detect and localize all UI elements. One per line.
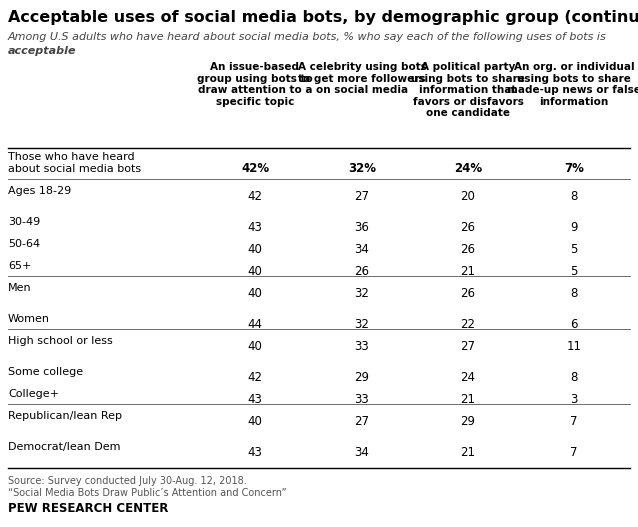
- Text: 27: 27: [461, 340, 475, 353]
- Text: 65+: 65+: [8, 261, 31, 271]
- Text: 34: 34: [355, 446, 369, 459]
- Text: 24: 24: [461, 371, 475, 384]
- Text: Source: Survey conducted July 30-Aug. 12, 2018.: Source: Survey conducted July 30-Aug. 12…: [8, 476, 247, 486]
- Text: 26: 26: [461, 243, 475, 256]
- Text: Some college: Some college: [8, 367, 83, 377]
- Text: An org. or individual
using bots to share
made-up news or false
information: An org. or individual using bots to shar…: [507, 62, 638, 107]
- Text: 42: 42: [248, 371, 262, 384]
- Text: 7: 7: [570, 446, 578, 459]
- Text: Acceptable uses of social media bots, by demographic group (continued): Acceptable uses of social media bots, by…: [8, 10, 638, 25]
- Text: 11: 11: [567, 340, 581, 353]
- Text: “Social Media Bots Draw Public’s Attention and Concern”: “Social Media Bots Draw Public’s Attenti…: [8, 488, 286, 498]
- Text: Women: Women: [8, 314, 50, 324]
- Text: 30-49: 30-49: [8, 217, 40, 227]
- Text: 9: 9: [570, 221, 578, 234]
- Text: 8: 8: [570, 190, 577, 203]
- Text: 42%: 42%: [241, 162, 269, 175]
- Text: 5: 5: [570, 243, 577, 256]
- Text: acceptable: acceptable: [8, 46, 77, 56]
- Text: 33: 33: [355, 340, 369, 353]
- Text: Ages 18-29: Ages 18-29: [8, 186, 71, 196]
- Text: 8: 8: [570, 287, 577, 300]
- Text: 26: 26: [461, 221, 475, 234]
- Text: 27: 27: [355, 190, 369, 203]
- Text: 7: 7: [570, 415, 578, 428]
- Text: 7%: 7%: [564, 162, 584, 175]
- Text: An issue-based
group using bots to
draw attention to a
specific topic: An issue-based group using bots to draw …: [197, 62, 313, 107]
- Text: 24%: 24%: [454, 162, 482, 175]
- Text: 3: 3: [570, 393, 577, 406]
- Text: 29: 29: [355, 371, 369, 384]
- Text: Among U.S adults who have heard about social media bots, % who say each of the f: Among U.S adults who have heard about so…: [8, 32, 607, 42]
- Text: 32: 32: [355, 287, 369, 300]
- Text: Democrat/lean Dem: Democrat/lean Dem: [8, 442, 121, 452]
- Text: 40: 40: [248, 340, 262, 353]
- Text: PEW RESEARCH CENTER: PEW RESEARCH CENTER: [8, 502, 168, 515]
- Text: 29: 29: [461, 415, 475, 428]
- Text: 42: 42: [248, 190, 262, 203]
- Text: A celebrity using bots
to get more followers
on social media: A celebrity using bots to get more follo…: [297, 62, 426, 95]
- Text: 43: 43: [248, 221, 262, 234]
- Text: High school or less: High school or less: [8, 336, 113, 346]
- Text: 22: 22: [461, 318, 475, 331]
- Text: 32%: 32%: [348, 162, 376, 175]
- Text: 40: 40: [248, 415, 262, 428]
- Text: Those who have heard
about social media bots: Those who have heard about social media …: [8, 152, 141, 173]
- Text: 50-64: 50-64: [8, 239, 40, 249]
- Text: 20: 20: [461, 190, 475, 203]
- Text: 40: 40: [248, 287, 262, 300]
- Text: 26: 26: [461, 287, 475, 300]
- Text: College+: College+: [8, 389, 59, 399]
- Text: 33: 33: [355, 393, 369, 406]
- Text: 36: 36: [355, 221, 369, 234]
- Text: Men: Men: [8, 283, 32, 293]
- Text: 5: 5: [570, 265, 577, 278]
- Text: 21: 21: [461, 446, 475, 459]
- Text: Republican/lean Rep: Republican/lean Rep: [8, 411, 122, 421]
- Text: 40: 40: [248, 243, 262, 256]
- Text: 6: 6: [570, 318, 578, 331]
- Text: 21: 21: [461, 265, 475, 278]
- Text: 27: 27: [355, 415, 369, 428]
- Text: 34: 34: [355, 243, 369, 256]
- Text: 43: 43: [248, 393, 262, 406]
- Text: 43: 43: [248, 446, 262, 459]
- Text: 44: 44: [248, 318, 262, 331]
- Text: 40: 40: [248, 265, 262, 278]
- Text: 8: 8: [570, 371, 577, 384]
- Text: A political party
using bots to share
information that
favors or disfavors
one c: A political party using bots to share in…: [411, 62, 525, 119]
- Text: 26: 26: [355, 265, 369, 278]
- Text: 32: 32: [355, 318, 369, 331]
- Text: 21: 21: [461, 393, 475, 406]
